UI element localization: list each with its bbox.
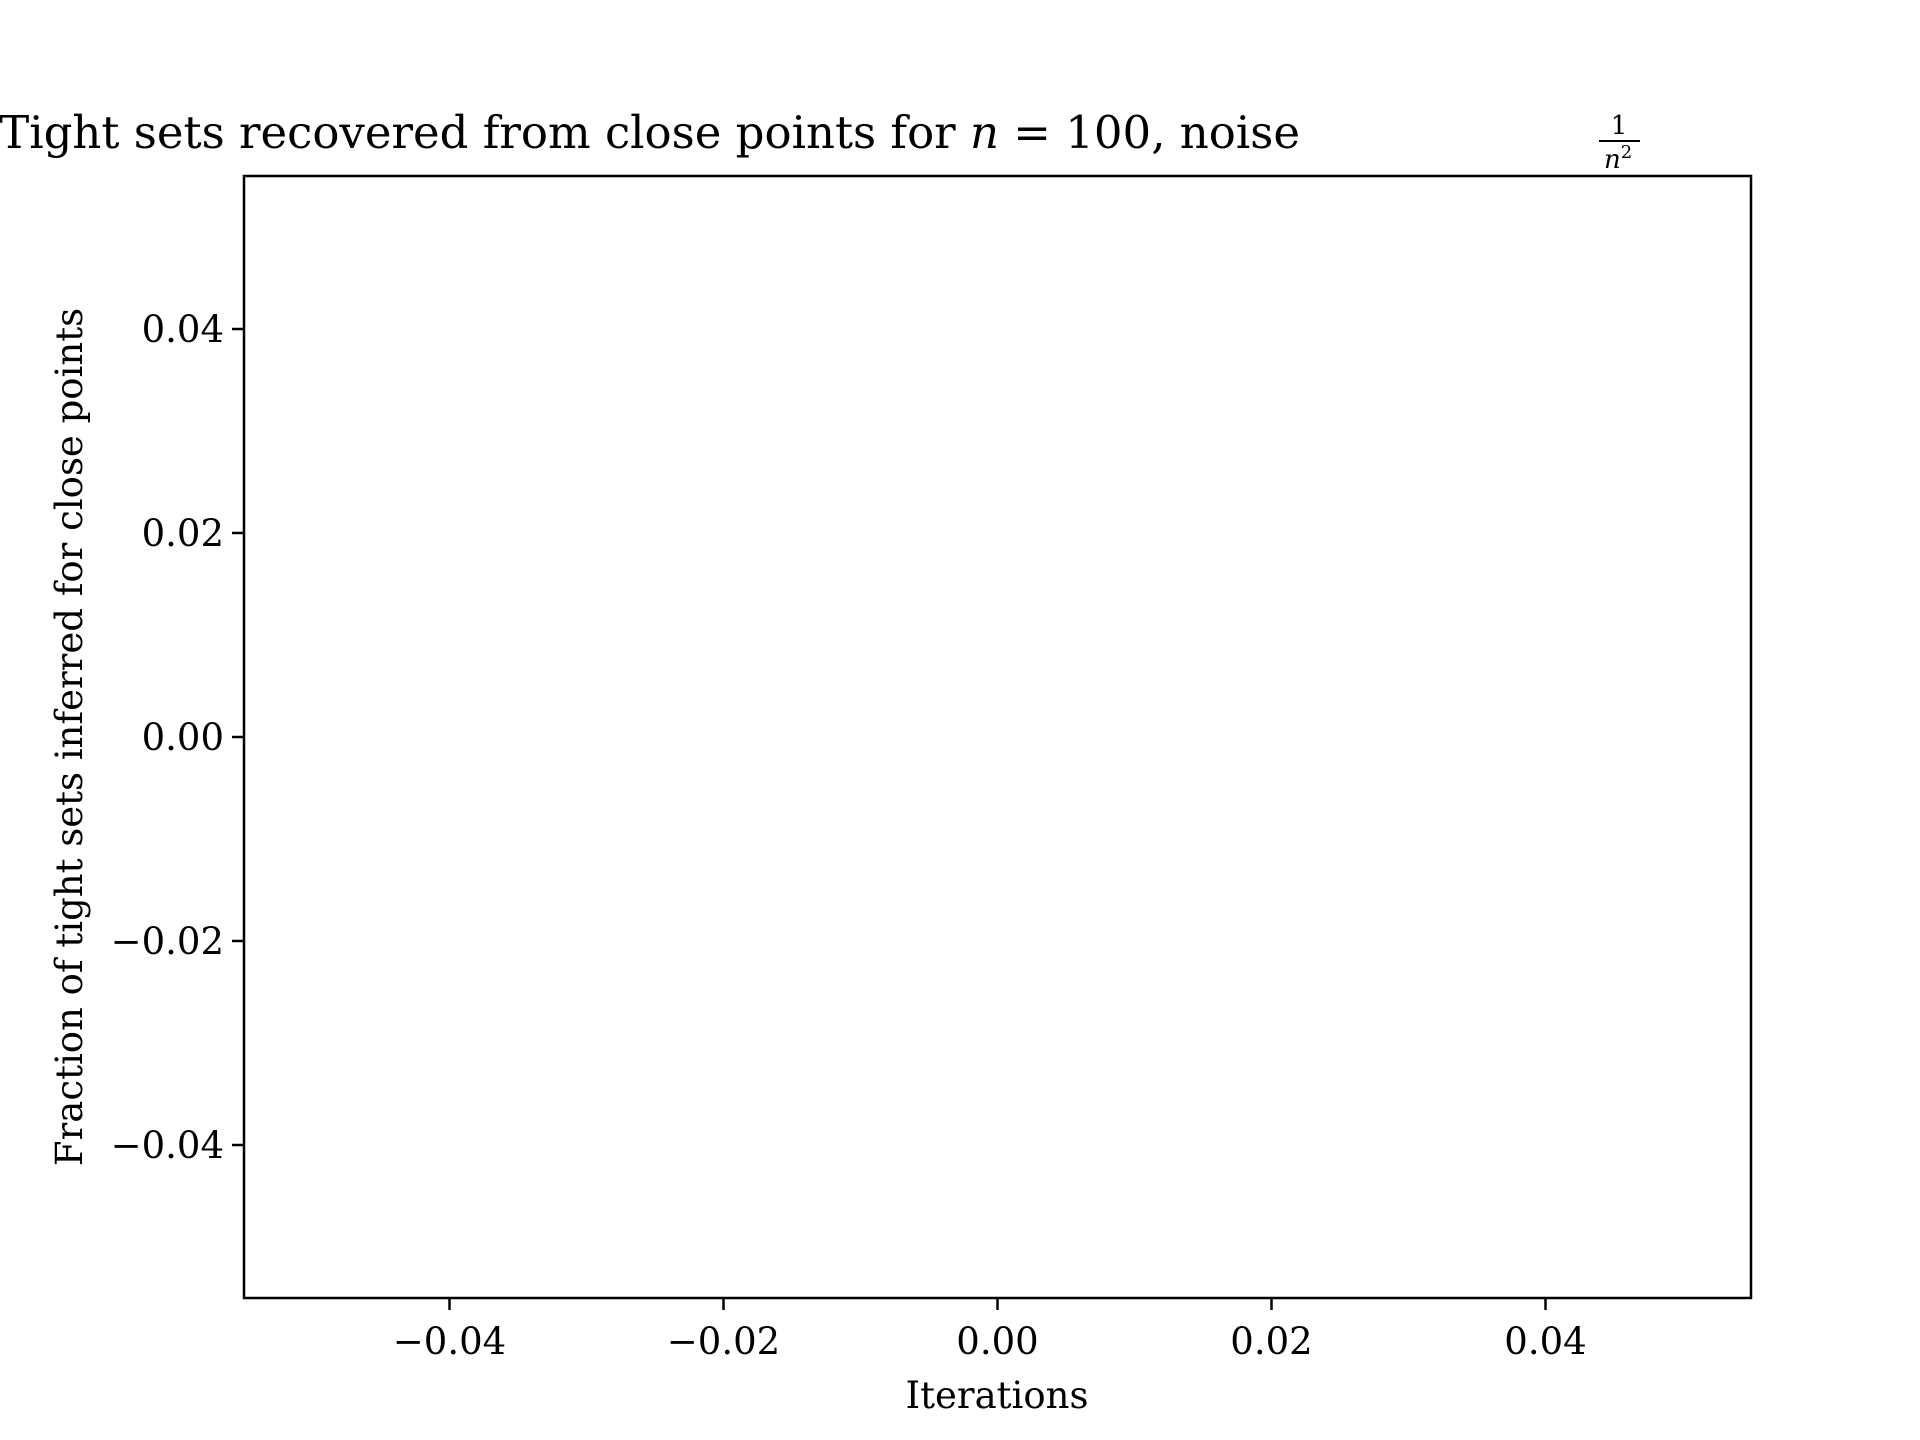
title-frac-denominator: n2 bbox=[1604, 142, 1632, 175]
title-fraction: 1 n2 bbox=[1599, 111, 1640, 175]
x-axis-ticks: −0.04 −0.02 0.00 0.02 0.04 bbox=[393, 1298, 1587, 1363]
x-tick-label: 0.02 bbox=[1230, 1320, 1312, 1363]
y-tick-label: 0.02 bbox=[142, 512, 224, 555]
title-frac-den-exp: 2 bbox=[1621, 142, 1632, 163]
x-tick-label: −0.04 bbox=[393, 1320, 506, 1363]
x-tick-label: −0.02 bbox=[667, 1320, 780, 1363]
title-frac-den-var: n bbox=[1604, 145, 1621, 175]
title-equals: = 100, noise bbox=[999, 106, 1300, 159]
y-tick-label: 0.00 bbox=[142, 716, 224, 759]
y-axis-ticks: 0.04 0.02 0.00 −0.02 −0.04 bbox=[111, 308, 244, 1167]
x-tick-label: 0.00 bbox=[956, 1320, 1038, 1363]
y-tick-label: −0.02 bbox=[111, 920, 224, 963]
y-axis-label: Fraction of tight sets inferred for clos… bbox=[48, 308, 91, 1166]
title-frac-numerator: 1 bbox=[1611, 111, 1628, 141]
title-var: n bbox=[970, 106, 999, 159]
x-axis-label: Iterations bbox=[906, 1374, 1089, 1417]
y-tick-label: 0.04 bbox=[142, 308, 224, 351]
chart-title: Tight sets recovered from close points f… bbox=[0, 106, 1300, 159]
x-tick-label: 0.04 bbox=[1504, 1320, 1586, 1363]
title-prefix: Tight sets recovered from close points f… bbox=[0, 106, 970, 159]
y-tick-label: −0.04 bbox=[111, 1124, 224, 1167]
